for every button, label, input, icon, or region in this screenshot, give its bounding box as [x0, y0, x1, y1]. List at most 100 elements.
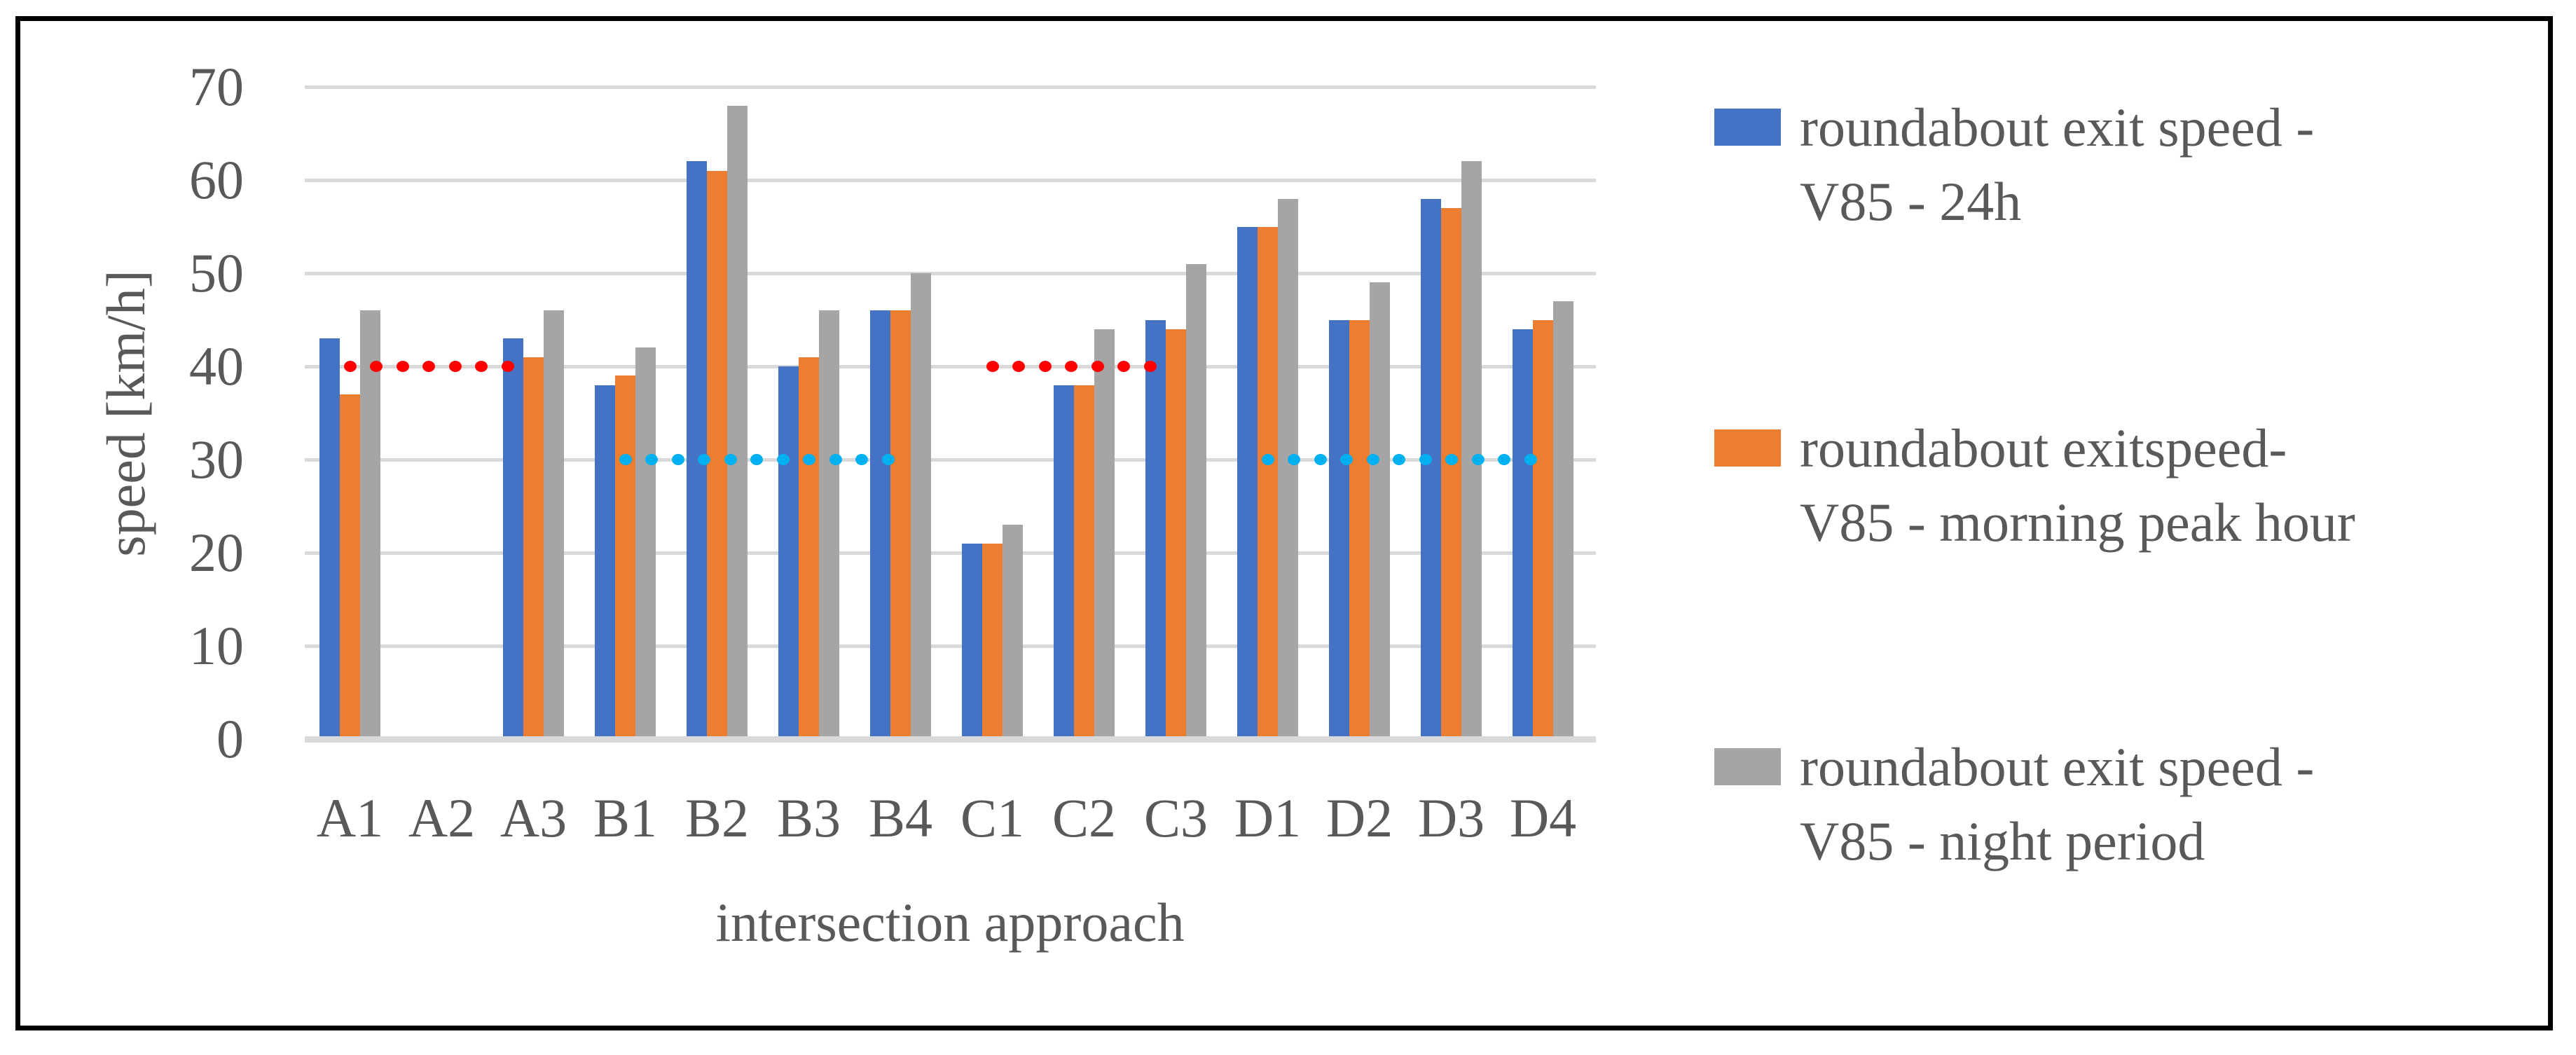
x-tick-label: A1 [316, 787, 384, 848]
bar [727, 105, 748, 736]
reference-dot [396, 361, 409, 372]
reference-dot [370, 361, 383, 372]
bar [1370, 282, 1391, 736]
reference-dot [448, 361, 462, 372]
bar [1257, 226, 1279, 736]
bar [706, 170, 728, 736]
x-tick-label: A2 [408, 787, 476, 848]
bar [635, 347, 656, 736]
x-axis-line [305, 736, 1596, 743]
reference-dot [343, 361, 357, 372]
legend-label: roundabout exit speed - V85 - 24h [1800, 90, 2314, 239]
bar [1532, 319, 1554, 736]
bar [1003, 525, 1024, 736]
gridline-70 [305, 85, 1596, 89]
y-tick-label: 50 [189, 242, 244, 303]
bar [686, 161, 707, 736]
bar [1145, 319, 1166, 736]
reference-dot [501, 361, 514, 372]
bar [1053, 385, 1074, 736]
bar [961, 543, 982, 736]
bar [1512, 329, 1533, 736]
reference-dot [750, 454, 763, 465]
bar [523, 357, 544, 736]
legend-swatch [1714, 109, 1781, 146]
y-tick-label: 60 [189, 149, 244, 210]
bar [819, 310, 840, 736]
x-tick-label: C2 [1052, 787, 1117, 848]
reference-dot [1065, 361, 1077, 372]
reference-dot [829, 454, 842, 465]
bar [869, 310, 890, 736]
legend-label-line: roundabout exit speed - [1800, 736, 2315, 797]
reference-dot [803, 454, 815, 465]
reference-dot [1091, 361, 1104, 372]
x-tick-label: B1 [593, 787, 658, 848]
reference-dot [1340, 454, 1353, 465]
reference-dot [1143, 361, 1157, 372]
legend-swatch [1714, 429, 1781, 467]
reference-dot [1038, 361, 1052, 372]
gridline-40 [305, 364, 1596, 368]
reference-dot [724, 454, 737, 465]
bar [594, 385, 615, 736]
bar [1278, 198, 1299, 736]
reference-dot [1498, 454, 1510, 465]
legend-swatch [1714, 748, 1781, 785]
x-tick-label: B4 [868, 787, 933, 848]
gridline-60 [305, 178, 1596, 182]
bar [544, 310, 565, 736]
legend-label-line: V85 - night period [1800, 811, 2205, 871]
bar [319, 338, 340, 736]
gridline-20 [305, 551, 1596, 555]
reference-dot [1393, 454, 1405, 465]
reference-dot [422, 361, 435, 372]
y-tick-label: 30 [189, 429, 244, 490]
bar [1420, 198, 1441, 736]
bar [1094, 329, 1115, 736]
x-tick-label: A3 [500, 787, 567, 848]
y-tick-label: 10 [189, 615, 244, 676]
reference-dot [645, 454, 658, 465]
x-axis-title: intersection approach [715, 892, 1185, 953]
bar [614, 375, 636, 736]
reference-dot [1261, 454, 1274, 465]
bar [1165, 329, 1187, 736]
x-tick-label: D1 [1234, 787, 1302, 848]
legend-label: roundabout exit speed - V85 - night perio… [1800, 730, 2314, 878]
reference-dot [855, 454, 868, 465]
chart-outer-border [15, 16, 2553, 1030]
reference-dot [1288, 454, 1300, 465]
bar [1237, 226, 1258, 736]
x-tick-label: D2 [1325, 787, 1393, 848]
gridline-30 [305, 457, 1596, 462]
reference-dot [1419, 454, 1432, 465]
bar [798, 357, 820, 736]
reference-dot [1012, 361, 1025, 372]
bar [339, 394, 361, 736]
x-tick-label: B3 [776, 787, 841, 848]
gridline-50 [305, 271, 1596, 275]
reference-dot [619, 454, 632, 465]
bar [778, 366, 799, 736]
legend-label-line: V85 - 24h [1800, 171, 2022, 232]
reference-dot [1117, 361, 1130, 372]
x-tick-label: D4 [1509, 787, 1577, 848]
y-tick-label: 70 [189, 56, 244, 117]
bar [1186, 263, 1207, 736]
reference-dot [1314, 454, 1327, 465]
bar [890, 310, 911, 736]
reference-dot [1471, 454, 1485, 465]
reference-dot [1366, 454, 1379, 465]
y-tick-label: 40 [189, 336, 244, 397]
gridline-10 [305, 644, 1596, 648]
bar [1440, 207, 1462, 736]
reference-dot [671, 454, 684, 465]
reference-dot [1524, 454, 1537, 465]
bar [1553, 301, 1574, 736]
y-tick-label: 0 [216, 708, 244, 769]
